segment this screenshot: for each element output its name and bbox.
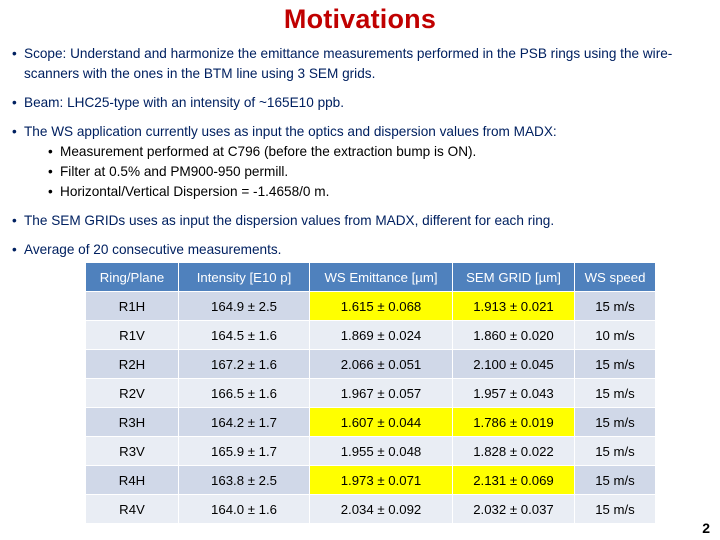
table-row: R2H 167.2 ± 1.6 2.066 ± 0.051 2.100 ± 0.…	[85, 349, 656, 379]
bullet-list: Scope: Understand and harmonize the emit…	[10, 44, 710, 260]
cell-ring: R4V	[85, 494, 179, 524]
scope-text: Understand and harmonize the emittance m…	[24, 46, 673, 81]
cell-ring: R3H	[85, 407, 179, 437]
page-number: 2	[702, 520, 710, 536]
cell-intensity: 164.5 ± 1.6	[178, 320, 310, 350]
table-row: R1H 164.9 ± 2.5 1.615 ± 0.068 1.913 ± 0.…	[85, 291, 656, 321]
cell-ws-emittance: 1.967 ± 0.057	[309, 378, 453, 408]
cell-intensity: 167.2 ± 1.6	[178, 349, 310, 379]
bullet-beam: Beam: LHC25-type with an intensity of ~1…	[10, 93, 710, 113]
cell-sem-grid: 2.100 ± 0.045	[452, 349, 575, 379]
emittance-table: Ring/Plane Intensity [E10 p] WS Emittanc…	[85, 262, 656, 524]
table-row: R3H 164.2 ± 1.7 1.607 ± 0.044 1.786 ± 0.…	[85, 407, 656, 437]
cell-intensity: 165.9 ± 1.7	[178, 436, 310, 466]
cell-ws-emittance: 2.066 ± 0.051	[309, 349, 453, 379]
cell-speed: 15 m/s	[574, 378, 656, 408]
cell-ws-emittance: 2.034 ± 0.092	[309, 494, 453, 524]
table-header-row: Ring/Plane Intensity [E10 p] WS Emittanc…	[85, 262, 656, 292]
cell-sem-grid: 1.860 ± 0.020	[452, 320, 575, 350]
cell-ring: R2V	[85, 378, 179, 408]
cell-speed: 15 m/s	[574, 291, 656, 321]
cell-sem-grid: 2.131 ± 0.069	[452, 465, 575, 495]
table-row: R4V 164.0 ± 1.6 2.034 ± 0.092 2.032 ± 0.…	[85, 494, 656, 524]
bullet-ws-application: The WS application currently uses as inp…	[10, 122, 710, 142]
cell-ring: R3V	[85, 436, 179, 466]
cell-intensity: 164.9 ± 2.5	[178, 291, 310, 321]
table-row: R1V 164.5 ± 1.6 1.869 ± 0.024 1.860 ± 0.…	[85, 320, 656, 350]
cell-sem-grid: 1.786 ± 0.019	[452, 407, 575, 437]
scope-label: Scope:	[24, 46, 67, 61]
sub-bullet: Horizontal/Vertical Dispersion = -1.4658…	[10, 182, 710, 202]
cell-ring: R2H	[85, 349, 179, 379]
header-ws-emittance: WS Emittance [µm]	[309, 262, 453, 292]
cell-speed: 15 m/s	[574, 465, 656, 495]
cell-sem-grid: 1.913 ± 0.021	[452, 291, 575, 321]
table-row: R2V 166.5 ± 1.6 1.967 ± 0.057 1.957 ± 0.…	[85, 378, 656, 408]
cell-ring: R4H	[85, 465, 179, 495]
cell-sem-grid: 2.032 ± 0.037	[452, 494, 575, 524]
cell-intensity: 163.8 ± 2.5	[178, 465, 310, 495]
header-sem-grid: SEM GRID [µm]	[452, 262, 575, 292]
sub-bullet: Filter at 0.5% and PM900-950 permill.	[10, 162, 710, 182]
header-intensity: Intensity [E10 p]	[178, 262, 310, 292]
cell-ring: R1H	[85, 291, 179, 321]
cell-ws-emittance: 1.973 ± 0.071	[309, 465, 453, 495]
sub-bullet: Measurement performed at C796 (before th…	[10, 142, 710, 162]
cell-speed: 15 m/s	[574, 436, 656, 466]
bullet-average: Average of 20 consecutive measurements.	[10, 240, 710, 260]
cell-speed: 15 m/s	[574, 407, 656, 437]
cell-ring: R1V	[85, 320, 179, 350]
header-ws-speed: WS speed	[574, 262, 656, 292]
bullet-sem-grids: The SEM GRIDs uses as input the dispersi…	[10, 211, 710, 231]
bullet-scope: Scope: Understand and harmonize the emit…	[10, 44, 710, 84]
cell-ws-emittance: 1.607 ± 0.044	[309, 407, 453, 437]
cell-intensity: 164.0 ± 1.6	[178, 494, 310, 524]
cell-speed: 15 m/s	[574, 494, 656, 524]
header-ring-plane: Ring/Plane	[85, 262, 179, 292]
table-row: R4H 163.8 ± 2.5 1.973 ± 0.071 2.131 ± 0.…	[85, 465, 656, 495]
table-row: R3V 165.9 ± 1.7 1.955 ± 0.048 1.828 ± 0.…	[85, 436, 656, 466]
cell-intensity: 166.5 ± 1.6	[178, 378, 310, 408]
cell-ws-emittance: 1.869 ± 0.024	[309, 320, 453, 350]
cell-speed: 15 m/s	[574, 349, 656, 379]
slide-title: Motivations	[283, 4, 437, 34]
cell-sem-grid: 1.828 ± 0.022	[452, 436, 575, 466]
cell-speed: 10 m/s	[574, 320, 656, 350]
cell-ws-emittance: 1.955 ± 0.048	[309, 436, 453, 466]
cell-sem-grid: 1.957 ± 0.043	[452, 378, 575, 408]
cell-intensity: 164.2 ± 1.7	[178, 407, 310, 437]
cell-ws-emittance: 1.615 ± 0.068	[309, 291, 453, 321]
